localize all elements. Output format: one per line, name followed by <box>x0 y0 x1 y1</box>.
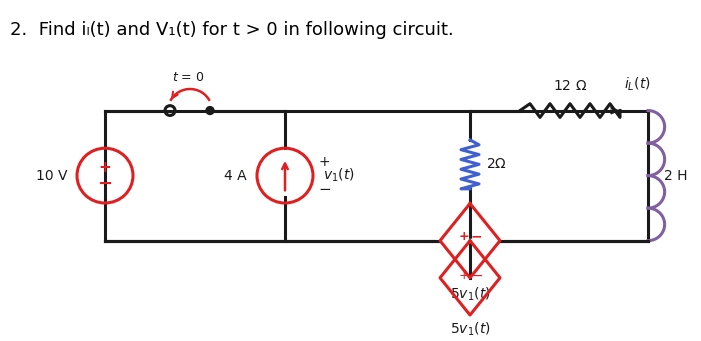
Text: +: + <box>458 269 469 282</box>
Text: 2.  Find iₗ(t) and V₁(t) for t > 0 in following circuit.: 2. Find iₗ(t) and V₁(t) for t > 0 in fol… <box>10 20 454 39</box>
Text: −: − <box>318 182 331 197</box>
Text: −: − <box>471 269 483 283</box>
Circle shape <box>206 107 214 115</box>
Text: 4 A: 4 A <box>224 168 247 183</box>
Text: 2$\Omega$: 2$\Omega$ <box>486 157 507 172</box>
Text: +: + <box>99 160 111 175</box>
Text: −: − <box>97 175 113 192</box>
Text: $v_1(t)$: $v_1(t)$ <box>323 167 355 184</box>
Text: 2 H: 2 H <box>664 168 688 183</box>
Text: +: + <box>318 155 329 169</box>
Text: $i_L(t)$: $i_L(t)$ <box>624 76 651 93</box>
Text: −: − <box>470 230 482 244</box>
Text: $5v_1(t)$: $5v_1(t)$ <box>449 321 490 338</box>
Text: +: + <box>458 230 469 243</box>
Text: 10 V: 10 V <box>36 168 67 183</box>
Text: 12 $\Omega$: 12 $\Omega$ <box>553 79 587 93</box>
Text: $t$ = 0: $t$ = 0 <box>172 71 204 84</box>
Text: $5v_1(t)$: $5v_1(t)$ <box>449 286 490 303</box>
